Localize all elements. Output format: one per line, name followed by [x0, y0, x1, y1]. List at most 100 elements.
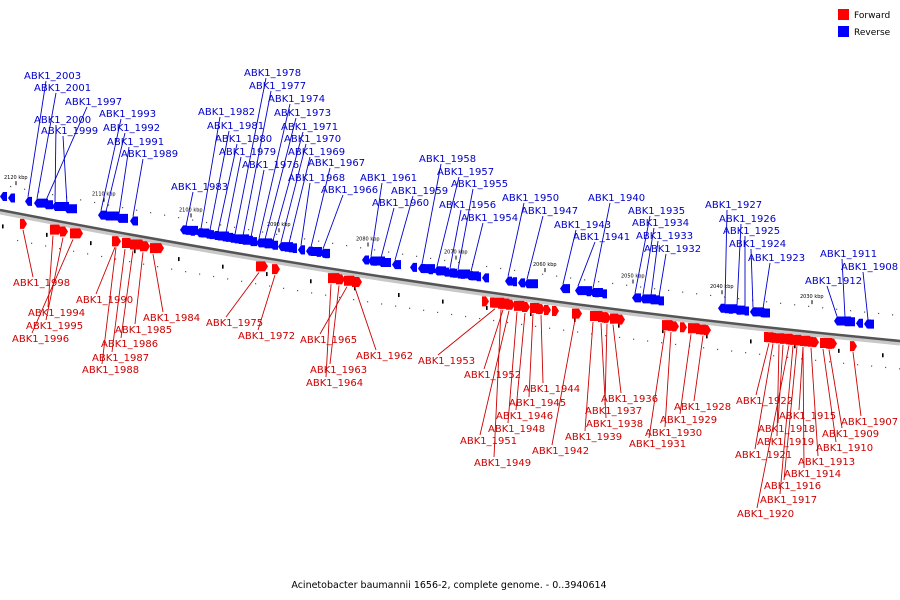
reverse-gene-label[interactable]: ABK1_1969 — [288, 147, 345, 158]
forward-gene-label[interactable]: ABK1_1948 — [488, 424, 545, 435]
forward-gene-label[interactable]: ABK1_1946 — [496, 411, 553, 422]
forward-gene-label[interactable]: ABK1_1995 — [26, 321, 83, 332]
reverse-gene-label[interactable]: ABK1_1911 — [820, 249, 877, 260]
reverse-gene-label[interactable]: ABK1_1958 — [419, 154, 476, 165]
forward-gene-label[interactable]: ABK1_1942 — [532, 446, 589, 457]
forward-gene-label[interactable]: ABK1_1938 — [586, 419, 643, 430]
reverse-gene-label[interactable]: ABK1_1941 — [573, 232, 630, 243]
reverse-gene-label[interactable]: ABK1_1924 — [729, 239, 786, 250]
forward-gene-label[interactable]: ABK1_1988 — [82, 365, 139, 376]
reverse-gene-label[interactable]: ABK1_1973 — [274, 108, 331, 119]
forward-gene-label[interactable]: ABK1_1975 — [206, 318, 263, 329]
reverse-gene-label[interactable]: ABK1_1978 — [244, 68, 301, 79]
forward-gene-label[interactable]: ABK1_1972 — [238, 331, 295, 342]
forward-gene-label[interactable]: ABK1_1916 — [764, 481, 821, 492]
reverse-gene-label[interactable]: ABK1_1960 — [372, 198, 429, 209]
reverse-gene-label[interactable]: ABK1_1968 — [288, 173, 345, 184]
reverse-gene-label[interactable]: ABK1_1956 — [439, 200, 496, 211]
reverse-gene-label[interactable]: ABK1_1927 — [705, 200, 762, 211]
forward-gene-label[interactable]: ABK1_1909 — [822, 429, 879, 440]
forward-gene-label[interactable]: ABK1_1937 — [585, 406, 642, 417]
forward-gene-label[interactable]: ABK1_1964 — [306, 378, 363, 389]
forward-gene-label[interactable]: ABK1_1963 — [310, 365, 367, 376]
reverse-gene-label[interactable]: ABK1_1977 — [249, 81, 306, 92]
reverse-gene-label[interactable]: ABK1_1954 — [461, 213, 518, 224]
forward-gene-label[interactable]: ABK1_1998 — [13, 278, 70, 289]
forward-gene-label[interactable]: ABK1_1962 — [356, 351, 413, 362]
reverse-gene-label[interactable]: ABK1_1999 — [41, 126, 98, 137]
reverse-gene-label[interactable]: ABK1_1959 — [391, 186, 448, 197]
forward-gene-label[interactable]: ABK1_1994 — [28, 308, 85, 319]
reverse-gene-arrow — [64, 204, 77, 214]
forward-gene-label[interactable]: ABK1_1987 — [92, 353, 149, 364]
reverse-gene-label[interactable]: ABK1_1934 — [632, 218, 689, 229]
reverse-gene-label[interactable]: ABK1_1992 — [103, 123, 160, 134]
reverse-gene-label[interactable]: ABK1_1957 — [437, 167, 494, 178]
reverse-gene-label[interactable]: ABK1_1943 — [554, 220, 611, 231]
gene-leader-line — [777, 344, 784, 424]
reverse-gene-label[interactable]: ABK1_1932 — [644, 244, 701, 255]
forward-gene-label[interactable]: ABK1_1914 — [784, 469, 841, 480]
forward-gene-label[interactable]: ABK1_1913 — [798, 457, 855, 468]
forward-gene-label[interactable]: ABK1_1931 — [629, 439, 686, 450]
reverse-gene-label[interactable]: ABK1_1971 — [281, 122, 338, 133]
reverse-gene-label[interactable]: ABK1_1983 — [171, 182, 228, 193]
forward-gene-label[interactable]: ABK1_1953 — [418, 356, 475, 367]
forward-gene-label[interactable]: ABK1_1951 — [460, 436, 517, 447]
forward-gene-label[interactable]: ABK1_1917 — [760, 495, 817, 506]
reverse-gene-label[interactable]: ABK1_1966 — [321, 185, 378, 196]
reverse-gene-label[interactable]: ABK1_2000 — [34, 115, 91, 126]
reverse-gene-label[interactable]: ABK1_1923 — [748, 253, 805, 264]
reverse-gene-label[interactable]: ABK1_1955 — [451, 179, 508, 190]
forward-gene-label[interactable]: ABK1_1919 — [757, 437, 814, 448]
reverse-gene-label[interactable]: ABK1_1982 — [198, 107, 255, 118]
reverse-gene-arrow — [584, 287, 591, 297]
forward-gene-label[interactable]: ABK1_1945 — [509, 398, 566, 409]
reverse-gene-label[interactable]: ABK1_1935 — [628, 206, 685, 217]
forward-gene-label[interactable]: ABK1_1965 — [300, 335, 357, 346]
reverse-gene-label[interactable]: ABK1_1940 — [588, 193, 645, 204]
forward-gene-label[interactable]: ABK1_1928 — [674, 402, 731, 413]
forward-gene-label[interactable]: ABK1_1922 — [736, 396, 793, 407]
reverse-gene-label[interactable]: ABK1_1961 — [360, 173, 417, 184]
reverse-gene-label[interactable]: ABK1_1926 — [719, 214, 776, 225]
forward-gene-label[interactable]: ABK1_1949 — [474, 458, 531, 469]
reverse-gene-label[interactable]: ABK1_2001 — [34, 83, 91, 94]
forward-gene-label[interactable]: ABK1_1936 — [601, 394, 658, 405]
reverse-gene-label[interactable]: ABK1_1974 — [268, 94, 325, 105]
reverse-gene-label[interactable]: ABK1_1967 — [308, 158, 365, 169]
reverse-gene-label[interactable]: ABK1_1947 — [521, 206, 578, 217]
forward-gene-label[interactable]: ABK1_1939 — [565, 432, 622, 443]
forward-gene-label[interactable]: ABK1_1985 — [115, 325, 172, 336]
reverse-gene-label[interactable]: ABK1_1908 — [841, 262, 898, 273]
reverse-gene-label[interactable]: ABK1_1991 — [107, 137, 164, 148]
forward-gene-label[interactable]: ABK1_1915 — [779, 411, 836, 422]
gene-leader-line — [592, 202, 611, 289]
forward-gene-label[interactable]: ABK1_1986 — [101, 339, 158, 350]
reverse-gene-label[interactable]: ABK1_1925 — [723, 226, 780, 237]
forward-gene-label[interactable]: ABK1_1921 — [735, 450, 792, 461]
forward-gene-label[interactable]: ABK1_1944 — [523, 384, 580, 395]
forward-gene-label[interactable]: ABK1_1984 — [143, 313, 200, 324]
reverse-gene-label[interactable]: ABK1_1993 — [99, 109, 156, 120]
reverse-gene-label[interactable]: ABK1_1950 — [502, 193, 559, 204]
reverse-gene-label[interactable]: ABK1_1981 — [207, 121, 264, 132]
forward-gene-label[interactable]: ABK1_1910 — [816, 443, 873, 454]
reverse-gene-label[interactable]: ABK1_1933 — [636, 231, 693, 242]
reverse-gene-label[interactable]: ABK1_1989 — [121, 149, 178, 160]
forward-gene-label[interactable]: ABK1_1996 — [12, 334, 69, 345]
forward-gene-label[interactable]: ABK1_1907 — [841, 417, 898, 428]
forward-gene-label[interactable]: ABK1_1920 — [737, 509, 794, 520]
reverse-gene-label[interactable]: ABK1_1912 — [805, 276, 862, 287]
reverse-gene-label[interactable]: ABK1_1976 — [242, 160, 299, 171]
forward-gene-label[interactable]: ABK1_1952 — [464, 370, 521, 381]
reverse-gene-label[interactable]: ABK1_1970 — [284, 134, 341, 145]
reverse-gene-label[interactable]: ABK1_1997 — [65, 97, 122, 108]
forward-gene-label[interactable]: ABK1_1918 — [758, 424, 815, 435]
forward-gene-label[interactable]: ABK1_1930 — [645, 428, 702, 439]
reverse-gene-label[interactable]: ABK1_1980 — [215, 134, 272, 145]
reverse-gene-label[interactable]: ABK1_2003 — [24, 71, 81, 82]
reverse-gene-label[interactable]: ABK1_1979 — [219, 147, 276, 158]
forward-gene-label[interactable]: ABK1_1990 — [76, 295, 133, 306]
forward-gene-label[interactable]: ABK1_1929 — [660, 415, 717, 426]
